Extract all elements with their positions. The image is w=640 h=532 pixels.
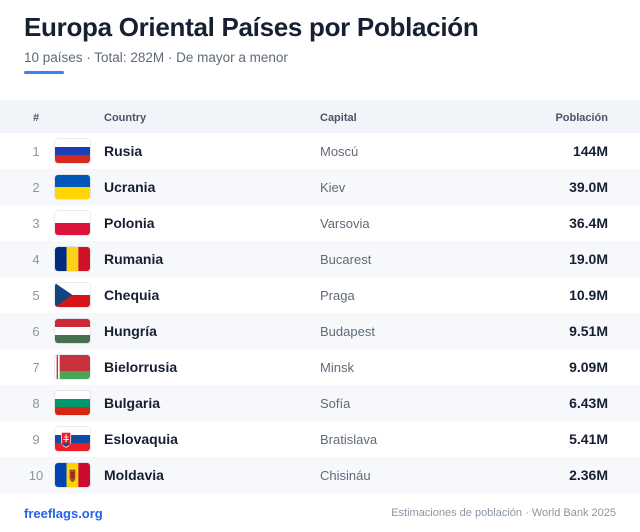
poland-flag-icon (55, 211, 90, 235)
row-population: 9.09M (569, 359, 608, 375)
page-subtitle: 10 países · Total: 282M · De mayor a men… (24, 50, 288, 65)
slovakia-flag-icon (55, 427, 90, 451)
row-country: Bulgaria (104, 395, 161, 411)
row-rank: 5 (32, 288, 40, 303)
row-capital: Praga (320, 288, 355, 303)
russia-flag-icon (55, 139, 90, 163)
ukraine-flag-icon (55, 175, 90, 199)
table-row: 3 Polonia Varsovia 36.4M (0, 205, 640, 241)
row-rank: 7 (32, 360, 40, 375)
row-capital: Minsk (320, 360, 354, 375)
row-rank: 9 (32, 432, 40, 447)
row-population: 6.43M (569, 395, 608, 411)
row-country: Moldavia (104, 467, 164, 483)
row-population: 39.0M (569, 179, 608, 195)
row-rank: 8 (32, 396, 40, 411)
table-row: 9 Eslovaquia Bratislava 5.41M (0, 421, 640, 457)
row-capital: Bucarest (320, 252, 372, 267)
column-header-population: Población (555, 112, 608, 124)
freeflags-link[interactable]: freeflags.org (24, 506, 103, 521)
source-note: Estimaciones de población · World Bank 2… (391, 507, 616, 519)
table-row: 2 Ucrania Kiev 39.0M (0, 169, 640, 205)
table-row: 5 Chequia Praga 10.9M (0, 277, 640, 313)
row-rank: 1 (32, 144, 40, 159)
row-rank: 2 (32, 180, 40, 195)
row-population: 9.51M (569, 323, 608, 339)
bulgaria-flag-icon (55, 391, 90, 415)
row-capital: Chisináu (320, 468, 371, 483)
row-rank: 10 (28, 468, 44, 483)
row-population: 19.0M (569, 251, 608, 267)
row-rank: 6 (32, 324, 40, 339)
population-table: # Country Capital Población 1 Rusia Mosc… (0, 100, 640, 493)
row-country: Bielorrusia (104, 359, 178, 375)
row-country: Polonia (104, 215, 155, 231)
table-row: 7 Bielorrusia Minsk 9.09M (0, 349, 640, 385)
row-country: Chequia (104, 287, 160, 303)
column-header-capital: Capital (320, 112, 357, 124)
table-row: 1 Rusia Moscú 144M (0, 133, 640, 169)
accent-underline (24, 71, 64, 74)
row-population: 10.9M (569, 287, 608, 303)
table-row: 8 Bulgaria Sofía 6.43M (0, 385, 640, 421)
table-header: # Country Capital Población (0, 100, 640, 133)
row-population: 5.41M (569, 431, 608, 447)
belarus-flag-icon (55, 355, 90, 379)
row-population: 144M (572, 143, 608, 159)
row-country: Ucrania (104, 179, 156, 195)
row-country: Rusia (104, 143, 143, 159)
row-capital: Sofía (320, 396, 351, 411)
row-country: Hungría (104, 323, 157, 339)
row-capital: Bratislava (320, 432, 378, 447)
row-capital: Varsovia (320, 216, 370, 231)
row-country: Rumania (104, 251, 164, 267)
row-population: 2.36M (569, 467, 608, 483)
table-row: 10 Moldavia Chisináu 2.36M (0, 457, 640, 493)
row-capital: Moscú (320, 144, 359, 159)
hungary-flag-icon (55, 319, 90, 343)
row-country: Eslovaquia (104, 431, 178, 447)
row-rank: 3 (32, 216, 40, 231)
row-rank: 4 (32, 252, 40, 267)
table-row: 6 Hungría Budapest 9.51M (0, 313, 640, 349)
moldova-flag-icon (55, 463, 90, 487)
column-header-country: Country (104, 112, 147, 124)
romania-flag-icon (55, 247, 90, 271)
table-row: 4 Rumania Bucarest 19.0M (0, 241, 640, 277)
column-header-rank: # (32, 112, 40, 124)
row-population: 36.4M (569, 215, 608, 231)
page-title: Europa Oriental Países por Población (24, 12, 479, 42)
row-capital: Kiev (320, 180, 346, 195)
czechia-flag-icon (55, 283, 90, 307)
row-capital: Budapest (320, 324, 375, 339)
